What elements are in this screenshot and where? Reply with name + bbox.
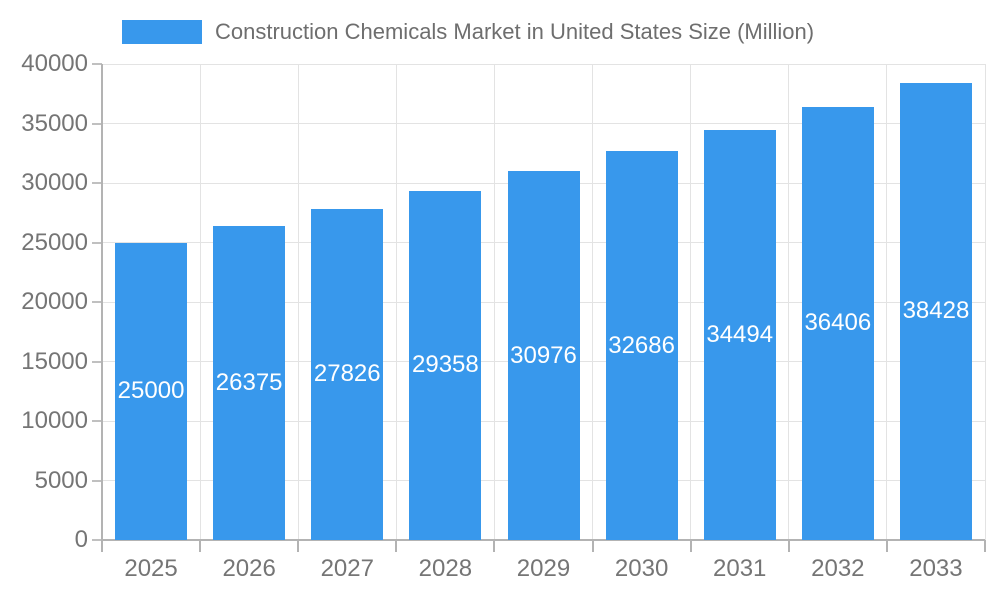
x-axis-tick — [591, 540, 594, 552]
x-axis-line — [102, 539, 985, 541]
legend-label: Construction Chemicals Market in United … — [215, 19, 815, 44]
y-axis-tick — [92, 360, 102, 363]
x-axis-label: 2026 — [222, 555, 276, 582]
x-axis-tick — [689, 540, 692, 552]
bar-value-label: 25000 — [117, 377, 185, 405]
bar-value-label: 27826 — [313, 360, 381, 388]
x-axis-tick — [984, 540, 986, 552]
x-gridline — [493, 64, 495, 540]
y-axis-label: 25000 — [21, 228, 88, 256]
bar — [507, 171, 580, 540]
bar-value-label: 36406 — [804, 309, 872, 337]
y-axis-tick — [92, 539, 102, 541]
x-axis-tick — [787, 540, 790, 552]
y-axis-label: 15000 — [21, 347, 88, 375]
y-axis-label: 40000 — [21, 50, 88, 77]
x-gridline — [690, 64, 692, 540]
y-axis-label: 20000 — [21, 288, 88, 315]
y-gridline — [102, 123, 985, 124]
y-axis-tick — [92, 420, 102, 422]
y-axis-label: 30000 — [21, 169, 88, 196]
x-gridline — [297, 64, 299, 540]
x-axis-tick — [199, 540, 202, 552]
x-axis-label: 2033 — [909, 555, 963, 582]
y-axis-tick — [92, 301, 102, 303]
x-axis-tick — [297, 540, 300, 552]
y-axis-tick — [92, 182, 102, 184]
bar-value-label: 26375 — [215, 369, 283, 397]
bar — [899, 82, 972, 540]
bar — [605, 151, 678, 540]
bar-value-label: 34494 — [706, 320, 774, 348]
y-axis-label: 35000 — [21, 109, 88, 137]
bar — [115, 242, 188, 540]
y-axis-line — [101, 64, 103, 542]
x-axis-label: 2029 — [516, 555, 571, 582]
x-axis-label: 2025 — [124, 555, 178, 582]
x-gridline — [788, 64, 790, 540]
bar-value-label: 30976 — [510, 341, 577, 369]
y-gridline — [102, 63, 985, 65]
x-axis-tick — [885, 540, 888, 552]
chart-legend[interactable]: Construction Chemicals Market in United … — [122, 18, 814, 46]
y-axis-tick — [92, 479, 102, 482]
y-axis-label: 5000 — [34, 466, 88, 494]
y-axis-tick — [92, 241, 102, 244]
y-axis-label: 0 — [74, 526, 88, 553]
bar — [801, 106, 874, 540]
bar — [213, 226, 286, 540]
bar-value-label: 29358 — [412, 351, 479, 379]
x-axis-label: 2027 — [320, 555, 374, 582]
x-gridline — [984, 64, 986, 540]
y-axis-tick — [92, 63, 102, 65]
x-axis-label: 2032 — [811, 555, 865, 582]
x-axis-label: 2028 — [418, 555, 473, 582]
x-axis-label: 2031 — [713, 555, 767, 582]
x-gridline — [395, 64, 397, 540]
x-gridline — [199, 64, 201, 540]
legend-swatch — [122, 20, 202, 44]
bar-value-label: 32686 — [608, 331, 675, 359]
y-axis-tick — [92, 122, 102, 125]
y-axis-label: 10000 — [21, 407, 88, 434]
x-gridline — [592, 64, 594, 540]
bar-value-label: 38428 — [902, 297, 970, 325]
x-axis-label: 2030 — [614, 555, 669, 582]
x-axis-tick — [395, 540, 398, 552]
bar — [409, 190, 482, 540]
bar — [311, 208, 384, 540]
x-axis-tick — [493, 540, 496, 552]
bar — [703, 129, 776, 540]
x-gridline — [886, 64, 888, 540]
x-axis-tick — [101, 540, 103, 552]
